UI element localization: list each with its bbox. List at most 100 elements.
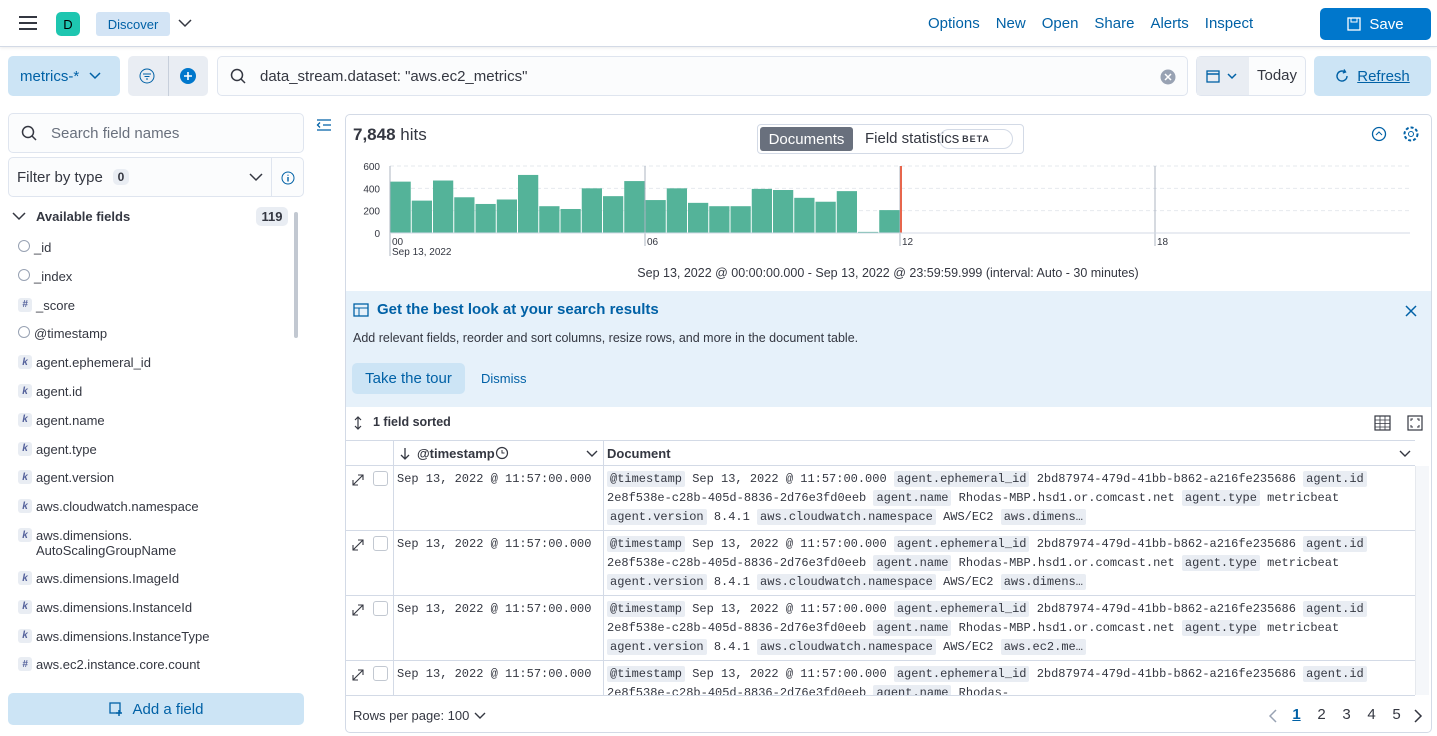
app-badge[interactable]: Discover: [96, 12, 170, 36]
expand-icon[interactable]: [352, 539, 364, 551]
bar[interactable]: [390, 181, 411, 233]
expand-icon[interactable]: [352, 474, 364, 486]
save-button[interactable]: Save: [1320, 8, 1431, 40]
column-header[interactable]: Document: [607, 446, 671, 461]
close-icon[interactable]: [1405, 305, 1417, 317]
data-view-picker[interactable]: metrics-*: [8, 56, 120, 96]
bar[interactable]: [751, 188, 772, 233]
divider: [393, 466, 394, 531]
collapse-chevron[interactable]: [12, 210, 26, 222]
refresh-button[interactable]: Refresh: [1314, 56, 1431, 96]
bar[interactable]: [433, 180, 454, 233]
menu-link[interactable]: New: [995, 15, 1026, 32]
field-item[interactable]: _index: [18, 268, 72, 284]
page-link[interactable]: 4: [1367, 706, 1376, 723]
query-input[interactable]: data_stream.dataset: "aws.ec2_metrics": [217, 56, 1188, 96]
filter-by-type[interactable]: Filter by type 0: [8, 157, 304, 197]
field-item[interactable]: k aws.dimensions.InstanceType: [18, 628, 209, 644]
menu-link[interactable]: Share: [1094, 15, 1135, 32]
bar[interactable]: [581, 188, 602, 233]
field-value: Sep 13, 2022 @ 11:57:00.000: [692, 602, 887, 616]
bar[interactable]: [709, 206, 730, 233]
bar[interactable]: [411, 200, 432, 233]
field-statistics-tab[interactable]: Field statistics: [865, 130, 960, 147]
column-header[interactable]: @timestamp: [417, 446, 495, 461]
bar[interactable]: [858, 231, 879, 233]
document-cell: @timestamp Sep 13, 2022 @ 11:57:00.000 a…: [607, 470, 1407, 527]
bar[interactable]: [730, 206, 751, 233]
bar[interactable]: [624, 181, 645, 233]
menu-link[interactable]: Open: [1041, 15, 1079, 32]
bar[interactable]: [645, 200, 666, 233]
bar[interactable]: [560, 208, 581, 233]
table-controls[interactable]: [1374, 414, 1424, 432]
row-checkbox[interactable]: [373, 666, 388, 681]
row-checkbox[interactable]: [373, 601, 388, 616]
field-item[interactable]: k aws.dimensions. AutoScalingGroupName: [18, 528, 176, 558]
chevron[interactable]: [1399, 450, 1411, 458]
field-item[interactable]: @timestamp: [18, 326, 107, 341]
page-link[interactable]: 1: [1292, 706, 1301, 723]
bar[interactable]: [518, 174, 539, 233]
y-tick-label: 0: [374, 229, 380, 240]
row-checkbox[interactable]: [373, 536, 388, 551]
field-item[interactable]: # aws.ec2.instance.core.count: [18, 657, 200, 672]
bar[interactable]: [879, 210, 900, 233]
filter-icon[interactable]: [139, 68, 155, 84]
documents-tab[interactable]: Documents: [760, 127, 853, 151]
page-link[interactable]: 5: [1392, 706, 1401, 723]
field-item[interactable]: k agent.ephemeral_id: [18, 355, 151, 370]
bar[interactable]: [794, 197, 815, 233]
chevron[interactable]: [474, 712, 486, 720]
page-link[interactable]: 3: [1342, 706, 1351, 723]
row-checkbox[interactable]: [373, 471, 388, 486]
menu-link[interactable]: Inspect: [1204, 15, 1254, 32]
date-picker[interactable]: Today: [1196, 56, 1306, 96]
field-item[interactable]: k aws.cloudwatch.namespace: [18, 499, 199, 514]
expand-icon[interactable]: [352, 604, 364, 616]
bar[interactable]: [475, 203, 496, 233]
chevron[interactable]: [178, 18, 192, 28]
x-tick-label: 12: [902, 237, 914, 248]
prev-page[interactable]: [1268, 708, 1278, 724]
field-item[interactable]: k aws.dimensions.InstanceId: [18, 599, 192, 615]
rows-per-page[interactable]: Rows per page: 100: [353, 708, 470, 723]
field-item[interactable]: k agent.type: [18, 441, 97, 457]
menu-link[interactable]: Alerts: [1150, 15, 1189, 32]
page-link[interactable]: 2: [1317, 706, 1326, 723]
collapse-sidebar-icon[interactable]: [316, 118, 332, 132]
bar[interactable]: [454, 197, 475, 233]
field-item[interactable]: # _score: [18, 297, 75, 313]
bar[interactable]: [539, 206, 560, 233]
add-field-button[interactable]: Add a field: [8, 693, 304, 725]
field-item[interactable]: k agent.id: [18, 384, 82, 399]
bar[interactable]: [688, 202, 709, 233]
sorted-label[interactable]: 1 field sorted: [373, 415, 451, 429]
menu-icon[interactable]: [19, 16, 37, 30]
clear-icon[interactable]: [1160, 69, 1176, 85]
expand-glyph: [352, 474, 364, 486]
field-item[interactable]: k agent.version: [18, 470, 114, 485]
bar[interactable]: [815, 201, 836, 233]
bar[interactable]: [666, 188, 687, 233]
field-value: metricbeat: [1267, 621, 1340, 635]
bar[interactable]: [773, 190, 794, 233]
menu-link[interactable]: Options: [928, 15, 980, 32]
date-quick-menu[interactable]: [1197, 57, 1249, 95]
avatar[interactable]: D: [56, 12, 80, 36]
next-page[interactable]: [1413, 708, 1423, 724]
bar[interactable]: [836, 191, 857, 233]
expand-icon[interactable]: [352, 669, 364, 681]
add-filter-icon[interactable]: [179, 67, 197, 85]
tour-button[interactable]: Take the tour: [352, 363, 465, 394]
chevron[interactable]: [586, 450, 598, 458]
field-search[interactable]: Search field names: [8, 113, 304, 153]
info-icon[interactable]: [281, 171, 295, 185]
chart-options[interactable]: [1370, 126, 1420, 144]
bar[interactable]: [496, 199, 517, 234]
dismiss-link[interactable]: Dismiss: [481, 371, 527, 386]
field-item[interactable]: _id: [18, 240, 51, 255]
field-item[interactable]: k agent.name: [18, 412, 105, 428]
field-item[interactable]: k aws.dimensions.ImageId: [18, 571, 179, 586]
bar[interactable]: [603, 196, 624, 233]
